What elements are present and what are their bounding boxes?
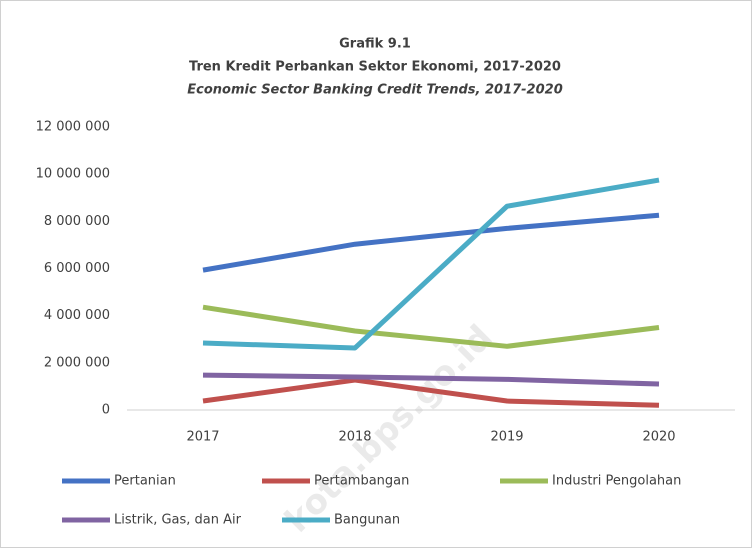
- legend-label: Industri Pengolahan: [552, 474, 681, 489]
- legend-label: Bangunan: [334, 513, 400, 528]
- y-tick-label: 12 000 000: [36, 120, 110, 135]
- series-line: [202, 177, 660, 351]
- y-tick-label: 10 000 000: [36, 167, 110, 182]
- x-tick-label: 2020: [642, 430, 675, 445]
- series-line: [202, 372, 660, 387]
- y-tick-label: 6 000 000: [44, 261, 110, 276]
- series-line: [202, 304, 660, 349]
- legend-label: Pertambangan: [314, 474, 409, 489]
- chart-subtitle-en: Economic Sector Banking Credit Trends, 2…: [187, 83, 563, 98]
- legend-label: Listrik, Gas, dan Air: [114, 513, 242, 528]
- x-tick-label: 2019: [490, 430, 523, 445]
- y-tick-label: 4 000 000: [44, 308, 110, 323]
- chart-title: Grafik 9.1: [339, 37, 411, 52]
- series-line: [202, 212, 660, 273]
- chart-subtitle: Tren Kredit Perbankan Sektor Ekonomi, 20…: [189, 60, 561, 75]
- x-tick-label: 2017: [186, 430, 219, 445]
- y-tick-label: 2 000 000: [44, 355, 110, 370]
- x-tick-label: 2018: [338, 430, 371, 445]
- legend-label: Pertanian: [114, 474, 176, 489]
- y-tick-label: 0: [102, 403, 110, 418]
- series-line: [202, 377, 660, 408]
- y-tick-label: 8 000 000: [44, 214, 110, 229]
